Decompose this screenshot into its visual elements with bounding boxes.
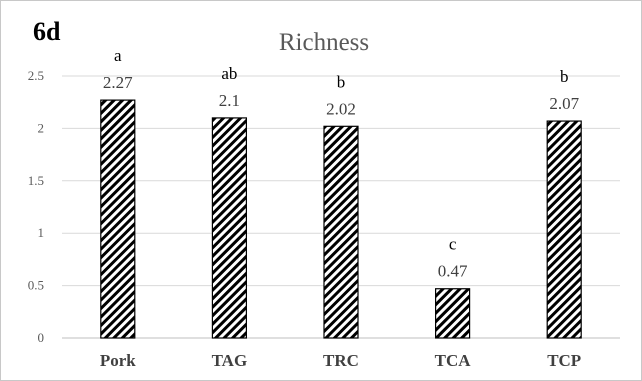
y-axis-tick-labels: 0 0.5 1 1.5 2 2.5 [28, 68, 44, 345]
y-tick-label: 1.5 [28, 173, 44, 188]
significance-letter: b [337, 72, 346, 91]
y-tick-label: 1 [38, 225, 45, 240]
bar-tcp [546, 120, 582, 339]
panel-label: 6d [33, 17, 61, 46]
x-tick-label: Pork [100, 351, 136, 370]
y-tick-label: 2 [38, 120, 45, 135]
significance-letter: c [449, 235, 457, 254]
data-label: 2.07 [549, 94, 579, 113]
bar-pork [100, 99, 136, 339]
data-label: 2.02 [326, 99, 356, 118]
bars [100, 99, 582, 339]
y-tick-label: 0.5 [28, 278, 44, 293]
x-tick-label: TAG [212, 351, 248, 370]
x-axis-tick-labels: Pork TAG TRC TCA TCP [100, 351, 581, 370]
bar-trc [323, 125, 359, 339]
x-tick-label: TCA [435, 351, 472, 370]
bar-tag [211, 117, 247, 339]
data-label: 2.27 [103, 73, 133, 92]
data-label: 0.47 [438, 262, 468, 281]
significance-letter: b [560, 67, 569, 86]
chart-title: Richness [279, 29, 369, 56]
significance-letter: a [114, 46, 122, 65]
x-tick-label: TRC [323, 351, 359, 370]
x-tick-label: TCP [547, 351, 581, 370]
y-tick-label: 0 [38, 330, 45, 345]
bar-labels: 2.27 a 2.1 ab 2.02 b 0.47 c 2.07 b [103, 46, 580, 281]
significance-letter: ab [221, 64, 237, 83]
data-label: 2.1 [219, 91, 240, 110]
y-tick-label: 2.5 [28, 68, 44, 83]
bar-tca [435, 288, 471, 339]
